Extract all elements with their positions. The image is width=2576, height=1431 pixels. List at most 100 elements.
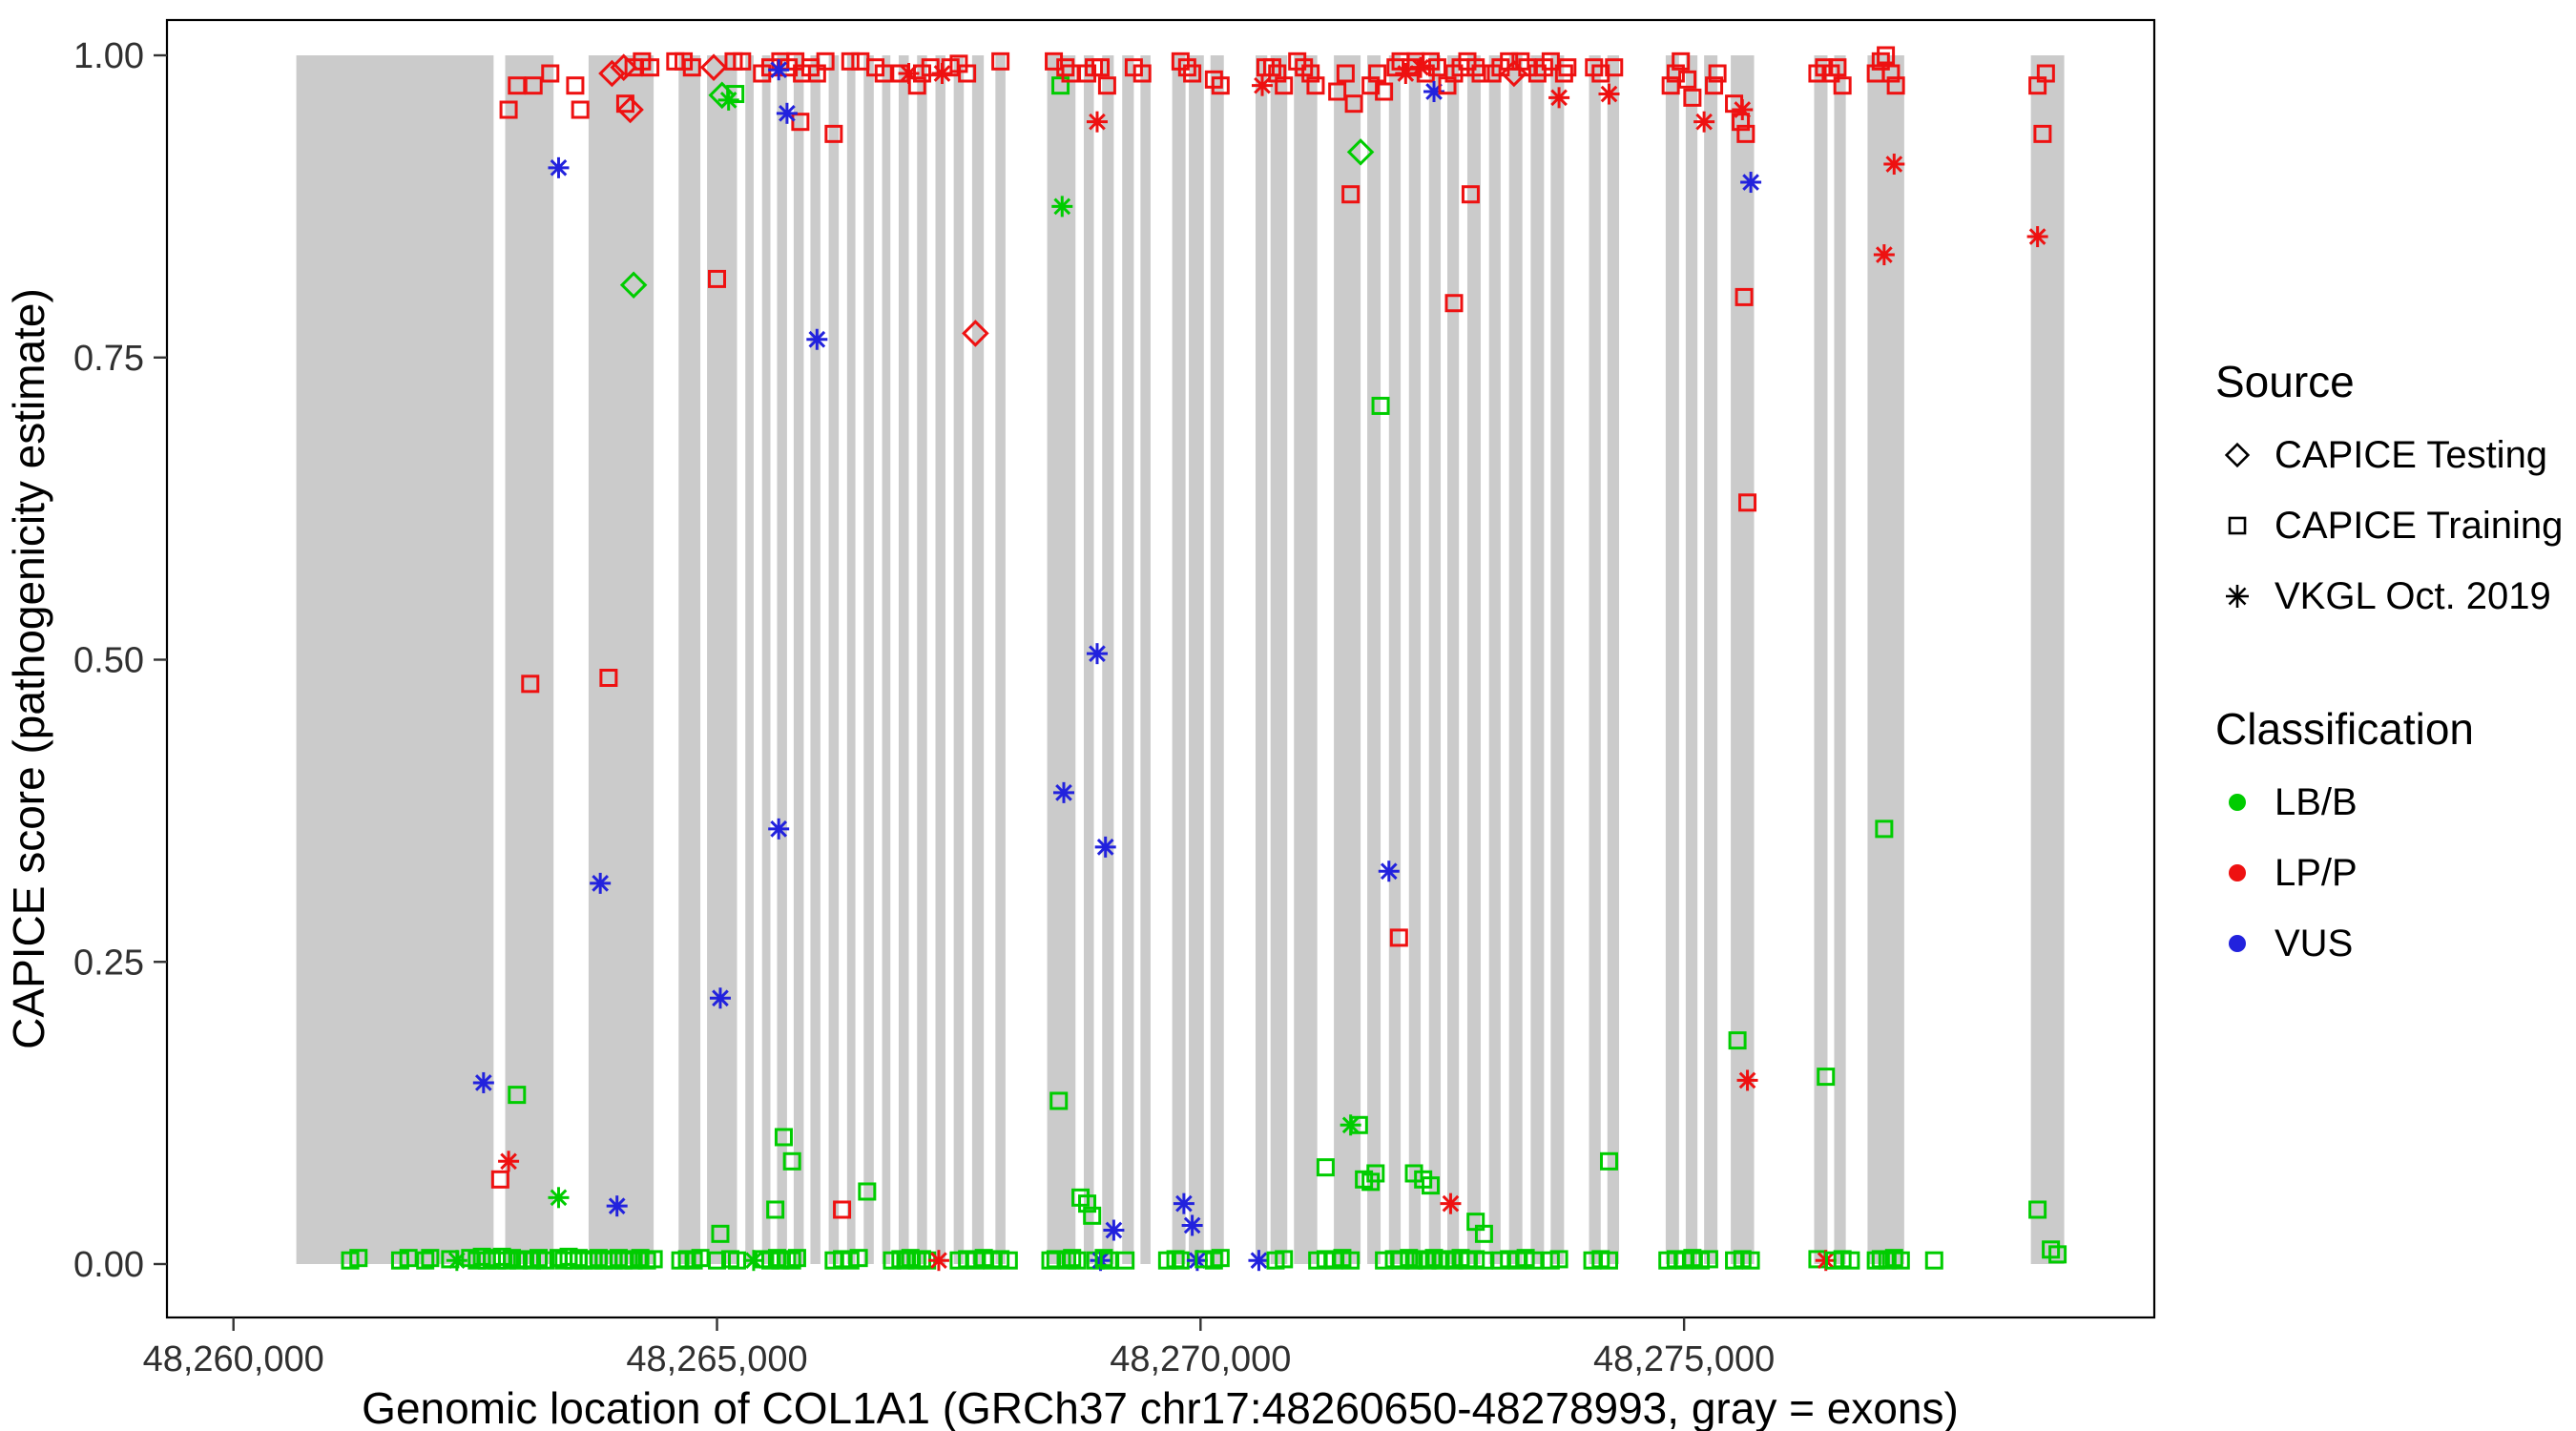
- point-square: [1262, 58, 1281, 77]
- point-diamond: [699, 53, 728, 81]
- asterisk-arm: [608, 1197, 626, 1215]
- point-diamond: [598, 59, 626, 88]
- exon-band: [1814, 55, 1828, 1264]
- asterisk-arm: [1096, 839, 1114, 856]
- legend-group-source: Source CAPICE Testing CAPICE Training: [2215, 343, 2563, 632]
- point-square: [1599, 1151, 1618, 1171]
- exon-band: [971, 55, 985, 1264]
- point-asterisk: [1181, 1214, 1203, 1236]
- exon-band: [1256, 55, 1268, 1264]
- legend-group-classification: Classification LB/B LP/P VUS: [2215, 691, 2563, 979]
- point-square: [1116, 1251, 1135, 1270]
- point-square: [708, 269, 727, 288]
- point-square: [896, 1251, 915, 1270]
- point-square: [733, 52, 752, 71]
- point-square: [1518, 58, 1537, 77]
- asterisk-arm: [1254, 76, 1271, 94]
- asterisk-arm: [1250, 1252, 1268, 1270]
- point-square: [1211, 1249, 1230, 1268]
- point-square: [1336, 64, 1355, 83]
- exon-band: [1172, 55, 1186, 1264]
- point-asterisk: [1086, 643, 1108, 665]
- point-square: [1094, 1249, 1113, 1268]
- point-square: [1738, 493, 1757, 512]
- point-square: [841, 52, 860, 71]
- point-square: [615, 94, 634, 114]
- point-square: [1461, 185, 1480, 204]
- point-square: [791, 113, 810, 132]
- point-square: [766, 1200, 785, 1219]
- point-square: [782, 1151, 801, 1171]
- point-asterisk: [709, 987, 731, 1009]
- point-square: [849, 1249, 868, 1268]
- legend-classification-title: Classification: [2215, 704, 2474, 754]
- point-diamond: [1346, 138, 1375, 166]
- exon-band: [1388, 55, 1402, 1264]
- point-asterisk: [472, 1071, 494, 1093]
- plot-panel-border: [165, 18, 2156, 1319]
- legend-label-lpp: LP/P: [2275, 851, 2358, 894]
- point-square: [399, 1249, 418, 1268]
- point-square: [508, 1086, 527, 1105]
- point-square: [1389, 928, 1408, 947]
- point-square: [1091, 58, 1111, 77]
- x-axis-title: Genomic location of COL1A1 (GRCh37 chr17…: [362, 1383, 1959, 1431]
- red-dot-icon: [2229, 864, 2246, 881]
- point-square: [1341, 1251, 1361, 1270]
- point-square: [349, 1249, 368, 1268]
- y-tick-label: 0.50: [73, 641, 144, 681]
- y-tick-label: 1.00: [73, 36, 144, 76]
- exon-band: [1589, 55, 1601, 1264]
- exon-band: [898, 55, 909, 1264]
- point-square: [1828, 58, 1847, 77]
- point-square: [726, 85, 745, 104]
- point-square: [708, 1251, 727, 1270]
- point-square: [1404, 1164, 1423, 1183]
- exon-band: [1530, 55, 1545, 1264]
- asterisk-arm: [1105, 1221, 1123, 1239]
- exon-band: [678, 55, 701, 1264]
- legend-label-lbb: LB/B: [2275, 780, 2358, 823]
- exon-band: [1210, 55, 1224, 1264]
- point-square: [1051, 76, 1070, 95]
- point-square: [1058, 1251, 1077, 1270]
- point-asterisk: [2026, 226, 2048, 248]
- asterisk-arm: [712, 989, 729, 1007]
- exon-band: [2030, 55, 2065, 1264]
- point-square: [541, 64, 560, 83]
- exon-band: [1834, 55, 1846, 1264]
- asterisk-arm: [779, 104, 796, 122]
- exon-band: [1047, 55, 1076, 1264]
- asterisk-arm: [1442, 1194, 1460, 1213]
- exon-band: [1685, 55, 1698, 1264]
- point-square: [958, 64, 977, 83]
- legend-item-capice-testing: CAPICE Testing: [2215, 420, 2563, 490]
- asterisk-arm: [1734, 101, 1752, 118]
- exon-band: [1488, 55, 1501, 1264]
- x-tick-label: 48,275,000: [1593, 1339, 1775, 1379]
- point-square: [571, 100, 590, 119]
- exon-band: [1665, 55, 1679, 1264]
- square-icon: [2228, 516, 2247, 535]
- point-asterisk: [1248, 1250, 1270, 1272]
- legend-item-vkgl: VKGL Oct. 2019: [2215, 561, 2563, 632]
- point-square: [1344, 94, 1363, 114]
- point-asterisk: [1873, 244, 1895, 266]
- point-square: [824, 124, 843, 143]
- point-square: [1316, 1158, 1335, 1177]
- point-square: [1427, 58, 1446, 77]
- point-diamond: [610, 53, 637, 81]
- x-tick-label: 48,265,000: [626, 1339, 807, 1379]
- point-square: [1400, 1249, 1419, 1268]
- asterisk-arm: [1695, 113, 1713, 131]
- point-square: [1605, 58, 1624, 77]
- point-diamond: [619, 271, 648, 300]
- point-square: [1368, 64, 1387, 83]
- point-square: [1474, 1224, 1493, 1243]
- point-asterisk: [446, 1250, 467, 1272]
- point-square: [1045, 52, 1064, 71]
- blue-dot-icon: [2229, 935, 2246, 952]
- point-asterisk: [1173, 1192, 1195, 1214]
- point-square: [1341, 185, 1361, 204]
